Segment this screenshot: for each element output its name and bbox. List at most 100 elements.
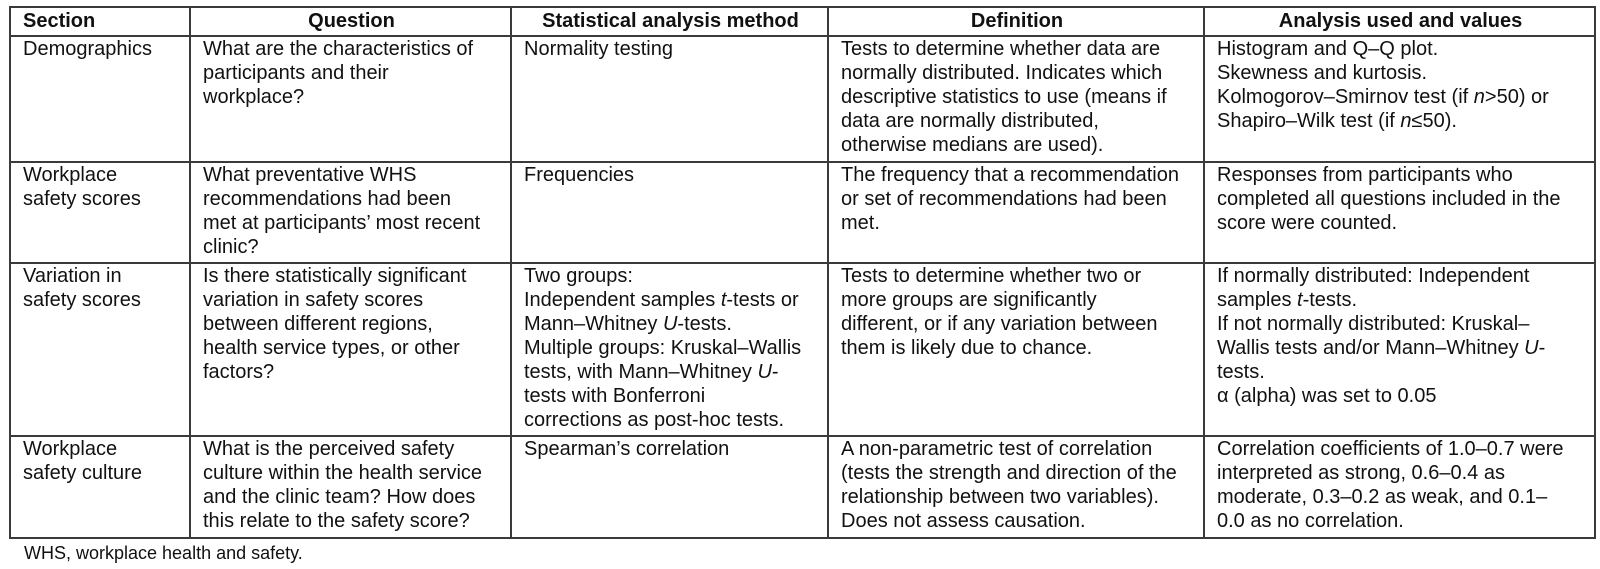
header-question: Question: [189, 6, 512, 37]
cell-line: Frequencies: [524, 164, 817, 187]
cell-line: completed all questions included in the: [1217, 187, 1584, 211]
text-run: Normality testing: [524, 38, 673, 60]
text-run: Two groups:: [524, 265, 633, 287]
cell-line: corrections as post-hoc tests.: [524, 408, 817, 432]
text-run: The frequency that a recommendation: [841, 164, 1179, 186]
text-run: What are the characteristics of: [203, 38, 474, 60]
text-run: -tests.: [677, 313, 732, 335]
text-run: met.: [841, 212, 880, 234]
text-run: Tests to determine whether data are: [841, 38, 1161, 60]
cell-line: otherwise medians are used).: [841, 133, 1193, 157]
statistical-methods-table: Section Question Statistical analysis me…: [9, 6, 1596, 539]
text-run: α (alpha) was set to 0.05: [1217, 385, 1437, 407]
text-run: What preventative WHS: [203, 164, 417, 186]
text-run: samples: [1217, 289, 1298, 311]
cell-line: between different regions,: [203, 312, 500, 336]
text-run: What is the perceived safety: [203, 438, 455, 460]
cell-definition: A non-parametric test of correlation (tes…: [827, 435, 1205, 539]
text-run: Mann–Whitney: [524, 313, 663, 335]
cell-line: Histogram and Q–Q plot.: [1217, 38, 1584, 61]
header-section: Section: [9, 6, 191, 37]
cell-line: 0.0 as no correlation.: [1217, 509, 1584, 533]
text-run: Does not assess causation.: [841, 510, 1086, 532]
italic-symbol: n: [1400, 110, 1412, 132]
cell-line: and the clinic team? How does: [203, 485, 500, 509]
text-run: Independent samples: [524, 289, 721, 311]
text-run: participants and their: [203, 62, 389, 84]
text-run: safety culture: [23, 462, 142, 484]
text-run: tests.: [1217, 361, 1265, 383]
text-run: Spearman’s correlation: [524, 438, 730, 460]
cell-line: normally distributed. Indicates which: [841, 61, 1193, 85]
text-run: Tests to determine whether two or: [841, 265, 1142, 287]
text-run: health service types, or other: [203, 337, 460, 359]
cell-question: What is the perceived safety culture with…: [189, 435, 512, 539]
text-run: recommendations had been: [203, 188, 451, 210]
cell-line: tests, with Mann–Whitney U-: [524, 360, 817, 384]
text-run: culture within the health service: [203, 462, 483, 484]
cell-line: met.: [841, 211, 1193, 235]
cell-line: or set of recommendations had been: [841, 187, 1193, 211]
cell-line: Tests to determine whether data are: [841, 38, 1193, 61]
cell-line: safety culture: [23, 461, 179, 485]
text-run: If not normally distributed: Kruskal–: [1217, 313, 1530, 335]
text-run: (tests the strength and direction of the: [841, 462, 1177, 484]
text-run: and the clinic team? How does: [203, 486, 476, 508]
text-run: factors?: [203, 361, 275, 383]
cell-line: safety scores: [23, 288, 179, 312]
text-run: -tests.: [1302, 289, 1358, 311]
cell-section: Workplace safety scores: [9, 161, 191, 264]
text-run: score were counted.: [1217, 212, 1398, 234]
text-run: -tests or: [726, 289, 799, 311]
text-run: variation in safety scores: [203, 289, 424, 311]
cell-line: met at participants’ most recent: [203, 211, 500, 235]
text-run: different, or if any variation between: [841, 313, 1158, 335]
cell-line: Spearman’s correlation: [524, 438, 817, 461]
cell-line: tests.: [1217, 360, 1584, 384]
text-run: interpreted as strong, 0.6–0.4 as: [1217, 462, 1505, 484]
text-run: normally distributed. Indicates which: [841, 62, 1163, 84]
text-run: -: [1538, 337, 1546, 359]
cell-method: Normality testing: [510, 35, 829, 163]
cell-line: health service types, or other: [203, 336, 500, 360]
text-run: safety scores: [23, 289, 141, 311]
italic-symbol: t: [720, 289, 727, 311]
text-run: >50) or: [1484, 86, 1549, 108]
cell-line: moderate, 0.3–0.2 as weak, and 0.1–: [1217, 485, 1584, 509]
cell-definition: The frequency that a recommendation or se…: [827, 161, 1205, 264]
cell-line: recommendations had been: [203, 187, 500, 211]
text-run: corrections as post-hoc tests.: [524, 409, 785, 431]
text-run: moderate, 0.3–0.2 as weak, and 0.1–: [1217, 486, 1548, 508]
text-run: descriptive statistics to use (means if: [841, 86, 1167, 108]
text-run: If normally distributed: Independent: [1217, 265, 1530, 287]
cell-question: Is there statistically significant variat…: [189, 262, 512, 437]
text-run: between different regions,: [203, 313, 433, 335]
text-run: them is likely due to chance.: [841, 337, 1093, 359]
cell-line: α (alpha) was set to 0.05: [1217, 384, 1584, 408]
cell-line: data are normally distributed,: [841, 109, 1193, 133]
table-row: Workplace safety scores What preventative …: [9, 161, 1596, 264]
cell-line: workplace?: [203, 85, 500, 109]
cell-method: Spearman’s correlation: [510, 435, 829, 539]
cell-line: culture within the health service: [203, 461, 500, 485]
cell-line: this relate to the safety score?: [203, 509, 500, 533]
cell-line: What preventative WHS: [203, 164, 500, 187]
cell-line: If not normally distributed: Kruskal–: [1217, 312, 1584, 336]
text-run: tests with Bonferroni: [524, 385, 706, 407]
text-run: Histogram and Q–Q plot.: [1217, 38, 1439, 60]
cell-line: tests with Bonferroni: [524, 384, 817, 408]
cell-line: relationship between two variables).: [841, 485, 1193, 509]
text-run: Workplace: [23, 164, 118, 186]
cell-line: Kolmogorov–Smirnov test (if n>50) or: [1217, 85, 1584, 109]
text-run: A non-parametric test of correlation: [841, 438, 1153, 460]
text-run: more groups are significantly: [841, 289, 1097, 311]
text-run: Workplace: [23, 438, 118, 460]
italic-symbol: n: [1473, 86, 1485, 108]
italic-symbol: U: [662, 313, 678, 335]
text-run: met at participants’ most recent: [203, 212, 481, 234]
header-analysis: Analysis used and values: [1203, 6, 1596, 37]
text-run: clinic?: [203, 236, 259, 258]
cell-line: Is there statistically significant: [203, 265, 500, 288]
cell-line: (tests the strength and direction of the: [841, 461, 1193, 485]
cell-question: What preventative WHS recommendations had…: [189, 161, 512, 264]
